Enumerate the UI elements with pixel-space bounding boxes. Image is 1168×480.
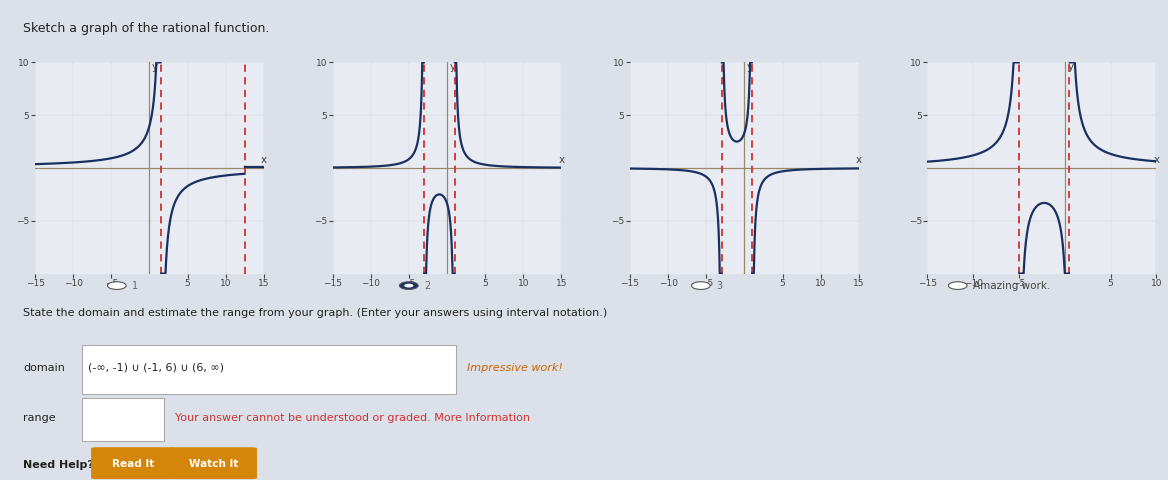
Text: (-∞, -1) ∪ (-1, 6) ∪ (6, ∞): (-∞, -1) ∪ (-1, 6) ∪ (6, ∞)	[88, 363, 223, 372]
Text: Need Help?: Need Help?	[23, 460, 95, 470]
Text: x: x	[260, 155, 267, 165]
Text: Amazing work.: Amazing work.	[973, 281, 1050, 290]
Text: y: y	[152, 62, 158, 72]
Text: Read It: Read It	[112, 459, 154, 469]
Text: y: y	[1068, 62, 1073, 72]
Text: 1: 1	[132, 281, 138, 290]
Text: 2: 2	[424, 281, 430, 290]
Text: Watch It: Watch It	[189, 459, 238, 469]
FancyBboxPatch shape	[82, 397, 164, 441]
Text: y: y	[450, 62, 456, 72]
Text: State the domain and estimate the range from your graph. (Enter your answers usi: State the domain and estimate the range …	[23, 308, 607, 318]
FancyBboxPatch shape	[82, 345, 456, 394]
Text: x: x	[1153, 155, 1160, 165]
Text: y: y	[746, 62, 753, 72]
Text: Sketch a graph of the rational function.: Sketch a graph of the rational function.	[23, 22, 270, 35]
Text: domain: domain	[23, 363, 65, 372]
Text: range: range	[23, 413, 56, 423]
Text: 3: 3	[716, 281, 722, 290]
Text: Your answer cannot be understood or graded. More Information: Your answer cannot be understood or grad…	[175, 413, 530, 423]
Text: Impressive work!: Impressive work!	[467, 363, 563, 372]
Text: x: x	[558, 155, 564, 165]
Text: x: x	[856, 155, 862, 165]
FancyBboxPatch shape	[91, 447, 175, 479]
FancyBboxPatch shape	[169, 447, 257, 479]
